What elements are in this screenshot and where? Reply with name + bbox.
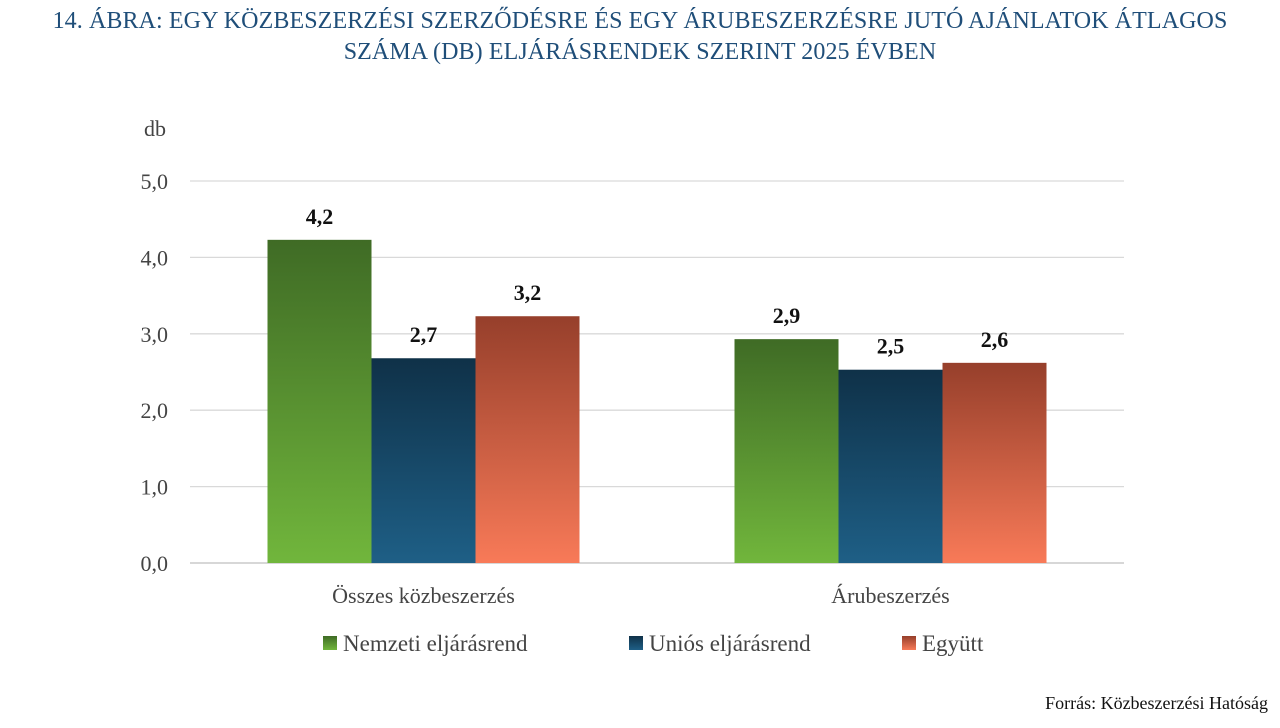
- data-label: 2,6: [981, 327, 1009, 352]
- bar: [734, 339, 839, 563]
- data-label: 2,9: [773, 303, 801, 328]
- data-label: 2,5: [877, 334, 905, 359]
- y-tick-label: 2,0: [141, 398, 169, 423]
- chart-title: 14. ÁBRA: EGY KÖZBESZERZÉSI SZERZŐDÉSRE …: [0, 6, 1280, 68]
- y-tick-label: 0,0: [141, 551, 169, 576]
- data-label: 2,7: [410, 322, 438, 347]
- x-tick-label: Összes közbeszerzés: [332, 583, 515, 608]
- data-labels: 4,2 2,7 3,2 2,9 2,5 2,6: [306, 204, 1009, 359]
- x-tick-label: Árubeszerzés: [831, 583, 950, 608]
- y-axis: 0,0 1,0 2,0 3,0 4,0 5,0 db: [141, 116, 169, 576]
- legend-label: Uniós eljárásrend: [649, 631, 811, 656]
- bars: [267, 239, 1047, 563]
- chart-title-line-1: 14. ÁBRA: EGY KÖZBESZERZÉSI SZERZŐDÉSRE …: [52, 8, 1228, 34]
- legend-swatch: [902, 636, 916, 650]
- y-tick-label: 4,0: [141, 245, 169, 270]
- bar: [942, 362, 1047, 563]
- chart-title-line-2: SZÁMA (DB) ELJÁRÁSRENDEK SZERINT 2025 ÉV…: [343, 39, 937, 65]
- source-note: Forrás: Közbeszerzési Hatóság: [1045, 693, 1268, 713]
- data-label: 4,2: [306, 204, 334, 229]
- bar: [267, 239, 372, 563]
- y-tick-label: 1,0: [141, 475, 169, 500]
- y-tick-label: 5,0: [141, 169, 169, 194]
- x-axis: Összes közbeszerzés Árubeszerzés: [332, 583, 950, 608]
- y-tick-label: 3,0: [141, 322, 169, 347]
- y-axis-label: db: [144, 116, 166, 141]
- legend-swatch: [629, 636, 643, 650]
- legend: Nemzeti eljárásrend Uniós eljárásrend Együ…: [323, 631, 984, 656]
- bar: [475, 316, 580, 563]
- legend-swatch: [323, 636, 337, 650]
- bar: [838, 369, 943, 563]
- bar: [371, 358, 476, 563]
- legend-label: Együtt: [922, 631, 984, 656]
- legend-label: Nemzeti eljárásrend: [343, 631, 528, 656]
- data-label: 3,2: [514, 280, 542, 305]
